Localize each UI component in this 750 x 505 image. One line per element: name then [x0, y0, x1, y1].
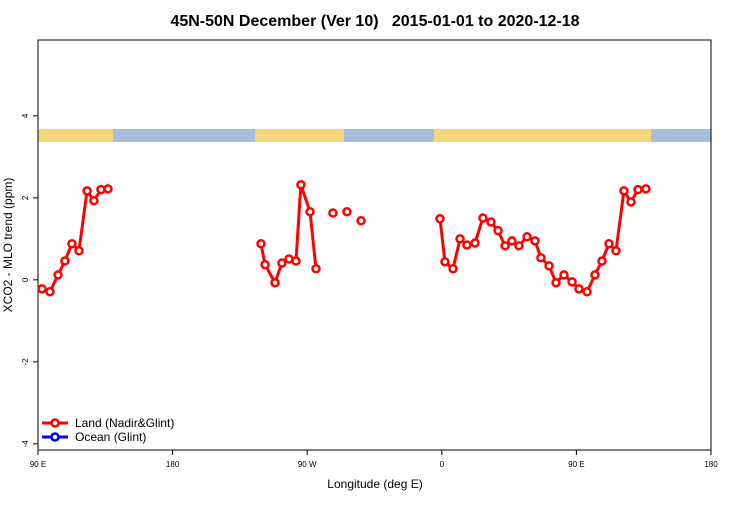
data-point [641, 184, 651, 194]
data-point [514, 241, 524, 251]
data-point [37, 284, 47, 294]
legend-marker [50, 432, 60, 442]
data-point [633, 184, 643, 195]
data-point [507, 236, 517, 246]
data-point [440, 257, 450, 267]
y-tick-label: -2 [21, 358, 30, 366]
data-point [544, 261, 554, 271]
data-point [74, 245, 84, 256]
data-point [82, 186, 92, 196]
data-point [435, 214, 445, 224]
data-point [493, 225, 503, 236]
data-point [611, 245, 621, 256]
x-tick-label: 90 E [30, 460, 46, 469]
data-point [486, 217, 496, 227]
data-point [296, 179, 306, 190]
data-point [530, 236, 540, 246]
plot-frame [37, 39, 712, 451]
data-point [470, 238, 480, 248]
data-point [448, 264, 458, 274]
data-point [89, 195, 99, 206]
data-point [305, 207, 315, 217]
x-tick-label: 0 [440, 460, 445, 469]
data-point [590, 270, 600, 280]
data-point [260, 259, 270, 270]
data-point [462, 240, 472, 250]
data-point [604, 239, 614, 249]
data-point [626, 197, 636, 207]
data-point [522, 232, 532, 242]
data-point [103, 184, 113, 194]
x-tick-label: 90 E [568, 460, 584, 469]
data-point [567, 277, 577, 287]
chart-title: 45N-50N December (Ver 10) 2015-01-01 to … [170, 13, 579, 30]
data-point [291, 256, 301, 266]
y-tick-label: 2 [21, 195, 30, 200]
series-line [41, 184, 647, 294]
legend: Land (Nadir&Glint)Ocean (Glint) [42, 416, 174, 444]
data-point [45, 286, 55, 297]
y-tick-label: 0 [21, 277, 30, 282]
data-point [619, 186, 629, 196]
land-strip [38, 129, 711, 142]
legend-label: Ocean (Glint) [75, 430, 146, 444]
data-point [60, 256, 70, 266]
y-tick-label: 4 [21, 113, 30, 118]
x-tick-label: 90 W [298, 460, 317, 469]
data-point [478, 213, 488, 223]
data-point [536, 252, 546, 263]
data-point [597, 256, 607, 266]
x-axis-label: Longitude (deg E) [327, 477, 422, 491]
y-tick-label: -4 [21, 440, 30, 448]
data-point [270, 277, 280, 288]
data-point [328, 208, 338, 218]
legend-marker [50, 418, 60, 428]
data-point [256, 239, 266, 249]
data-point [574, 284, 584, 294]
data-point [53, 270, 63, 280]
data-point [311, 264, 321, 274]
data-point [356, 216, 366, 226]
data-point [67, 239, 77, 249]
data-point [582, 286, 592, 297]
x-tick-label: 180 [166, 460, 180, 469]
data-point [559, 270, 569, 280]
x-tick-label: 180 [704, 460, 718, 469]
data-point [551, 277, 561, 288]
data-point [277, 258, 287, 268]
data-point [342, 207, 352, 217]
legend-label: Land (Nadir&Glint) [75, 416, 174, 430]
data-point [455, 234, 465, 244]
data-point [500, 241, 510, 251]
y-axis-label: XCO2 - MLO trend (ppm) [1, 178, 15, 313]
